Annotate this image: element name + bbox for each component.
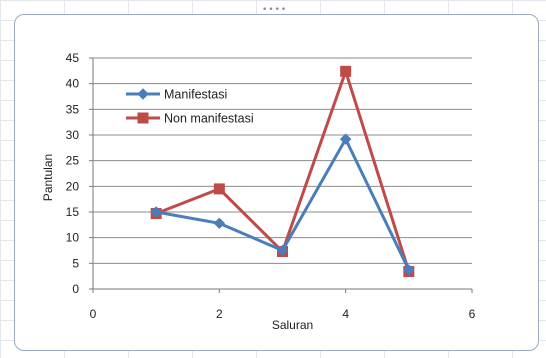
y-tick-label: 40	[66, 77, 80, 91]
legend-entry: Non manifestasi	[126, 112, 254, 126]
y-tick-label: 20	[66, 179, 80, 193]
y-tick-label: 0	[72, 282, 79, 296]
y-tick-label: 15	[66, 205, 80, 219]
y-tick-label: 45	[66, 51, 80, 65]
axes	[89, 57, 473, 293]
chart-area[interactable]	[14, 14, 539, 351]
legend-marker	[137, 88, 149, 100]
data-point	[340, 65, 352, 77]
legend-label: Non manifestasi	[164, 112, 254, 126]
y-tick-label: 25	[66, 154, 80, 168]
x-tick-label: 4	[342, 307, 349, 321]
gridlines	[93, 57, 472, 264]
y-axis-label: Pantulan	[41, 154, 55, 201]
data-point	[213, 217, 226, 230]
data-point	[403, 264, 415, 276]
x-tick-label: 0	[90, 307, 97, 321]
legend-label: Manifestasi	[164, 88, 227, 102]
x-axis-label: Saluran	[272, 318, 313, 332]
series-group	[150, 65, 415, 278]
legend: Manifestasi Non manifestasi	[126, 88, 254, 126]
y-tick-label: 30	[66, 128, 80, 142]
y-tick-label: 5	[72, 256, 79, 270]
resize-handle-top-icon[interactable]: ••••	[262, 5, 288, 15]
y-tick-label: 35	[66, 102, 80, 116]
y-tick-label: 10	[66, 231, 80, 245]
legend-entry: Manifestasi	[126, 88, 227, 102]
data-point	[150, 206, 162, 218]
x-tick-label: 6	[469, 307, 476, 321]
data-point	[213, 183, 225, 195]
series-manifestasi	[150, 133, 415, 276]
x-tick-label: 2	[216, 307, 223, 321]
legend-marker	[137, 112, 149, 124]
tick-labels: 0 5 10 15 20 25 30 35 40 45 0 2 4 6	[66, 51, 476, 321]
data-point	[339, 133, 352, 145]
data-point	[276, 244, 289, 257]
